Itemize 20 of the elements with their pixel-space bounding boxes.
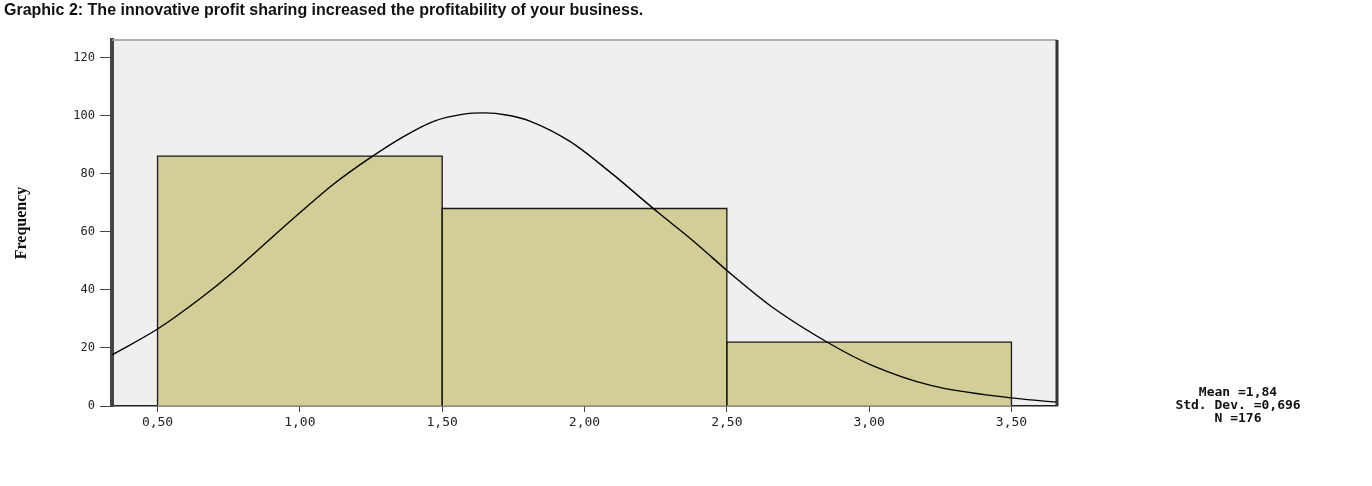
y-tick-label: 80 bbox=[80, 165, 95, 180]
y-axis-title: Frequency bbox=[11, 186, 30, 260]
y-tick-label: 40 bbox=[80, 281, 95, 296]
x-tick-label: 1,00 bbox=[284, 414, 316, 430]
y-tick-label: 0 bbox=[87, 398, 95, 413]
x-tick-label: 1,50 bbox=[426, 414, 458, 430]
y-tick-label: 20 bbox=[80, 340, 95, 355]
x-tick-label: 2,00 bbox=[568, 414, 601, 430]
x-tick-label: 3,00 bbox=[853, 414, 885, 430]
x-tick-label: 2,50 bbox=[711, 414, 743, 430]
y-tick-label: 60 bbox=[80, 223, 95, 238]
x-tick-label: 0,50 bbox=[141, 414, 174, 430]
x-tick-label: 3,50 bbox=[995, 414, 1028, 430]
text: Std. Dev. =0,696 bbox=[1175, 397, 1301, 413]
text: Mean =1,84 bbox=[1198, 384, 1278, 400]
line-series bbox=[112, 112, 1057, 403]
text: N =176 bbox=[1214, 410, 1262, 426]
y-tick-label: 100 bbox=[73, 107, 95, 122]
y-tick-label: 120 bbox=[73, 49, 95, 64]
chart-title: Graphic 2: The innovative profit sharing increased the profitability of your business. bbox=[4, 1, 644, 19]
